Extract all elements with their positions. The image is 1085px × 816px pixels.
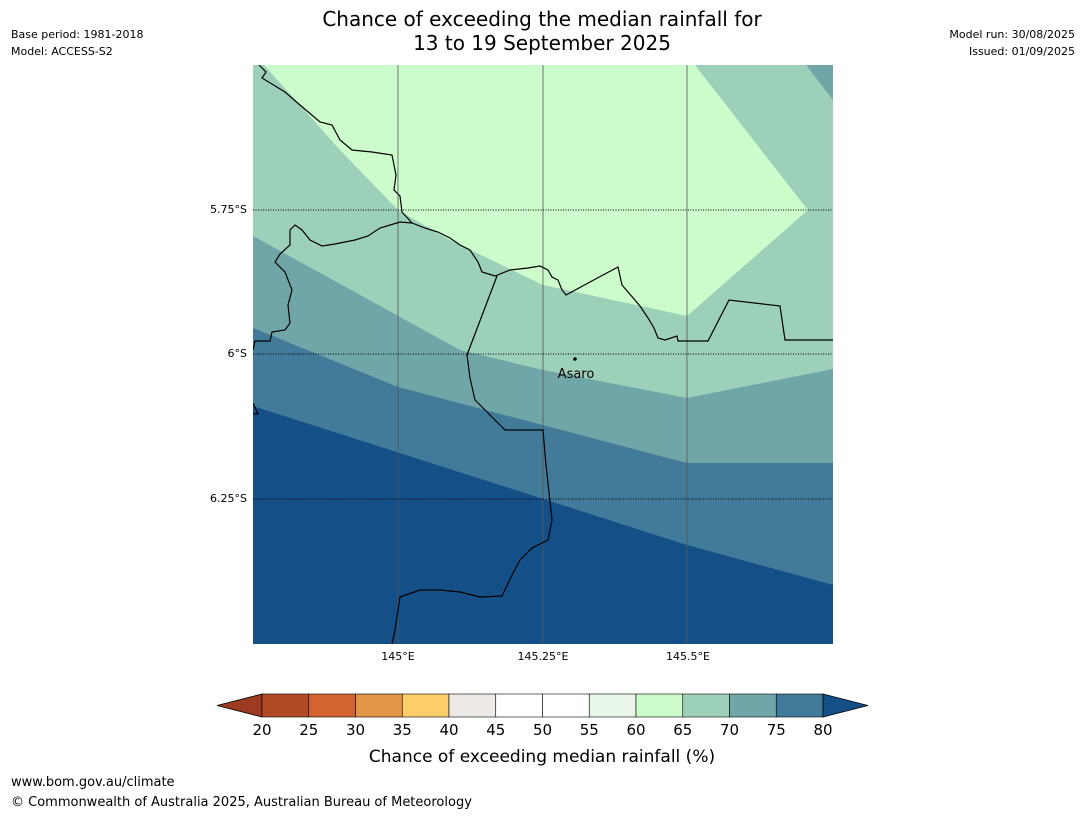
colorbar-tick-label: 75 (767, 721, 786, 739)
colorbar-tick-label: 65 (673, 721, 692, 739)
asaro-label: Asaro (558, 367, 595, 382)
lat-label-6-25: 6.25°S (210, 492, 247, 505)
lon-label-145: 145°E (381, 650, 414, 663)
issued-text: Issued: 01/09/2025 (968, 45, 1075, 58)
boundary-internal (391, 275, 553, 644)
lon-label-145-5: 145.5°E (666, 650, 710, 663)
colorbar-cell (401, 693, 450, 718)
colorbar-tick-label: 35 (393, 721, 412, 739)
lon-label-145-25: 145.25°E (518, 650, 569, 663)
model-text: Model: ACCESS-S2 (11, 45, 113, 58)
colorbar-tick-label: 30 (346, 721, 365, 739)
colorbar-tick-label: 80 (813, 721, 832, 739)
colorbar-tick-label: 55 (580, 721, 599, 739)
boundary-north (253, 65, 414, 351)
colorbar-over-arrow (822, 693, 869, 718)
boundary-west (253, 402, 259, 415)
band-60-65 (264, 65, 808, 316)
lon-labels: 145°E 145.25°E 145.5°E (381, 650, 710, 663)
band-65-70-ne (695, 65, 833, 210)
colorbar-cell (261, 693, 310, 718)
lat-label-6: 6°S (228, 347, 247, 360)
colorbar-tick-label: 60 (626, 721, 645, 739)
map-title: Chance of exceeding the median rainfall … (242, 7, 842, 55)
footer-copyright: © Commonwealth of Australia 2025, Austra… (11, 795, 472, 810)
colorbar-cell (729, 693, 777, 718)
colorbar-tick-label: 70 (720, 721, 739, 739)
colorbar-cells (261, 693, 824, 718)
colorbar-cell (448, 693, 497, 718)
colorbar-cell (495, 693, 543, 718)
model-run-text: Model run: 30/08/2025 (949, 28, 1075, 41)
band-70-75-ne (806, 65, 833, 100)
colorbar-cell (775, 693, 824, 718)
title-line-1: Chance of exceeding the median rainfall … (322, 7, 762, 31)
colorbar-tick-label: 20 (252, 721, 271, 739)
colorbar-under-arrow (216, 693, 263, 718)
colorbar-tick-label: 25 (299, 721, 318, 739)
map-panel: Asaro (253, 65, 833, 644)
boundaries (253, 65, 833, 644)
colorbar-cell (308, 693, 356, 718)
meta-right: Model run: 30/08/2025 Issued: 01/09/2025 (949, 26, 1075, 60)
base-period-text: Base period: 1981-2018 (11, 28, 144, 41)
meta-left: Base period: 1981-2018 Model: ACCESS-S2 (11, 26, 143, 60)
lat-label-5-75: 5.75°S (210, 203, 247, 216)
colorbar-tick-label: 45 (486, 721, 505, 739)
title-line-2: 13 to 19 September 2025 (413, 31, 671, 55)
lat-labels: 5.75°S 6°S 6.25°S (210, 203, 247, 505)
asaro-marker (573, 357, 577, 361)
footer-url[interactable]: www.bom.gov.au/climate (11, 775, 175, 790)
parallels (253, 209, 833, 500)
colorbar-ticks: 20 25 30 35 40 45 50 55 60 65 70 75 80 (252, 721, 832, 739)
colorbar-cell (542, 693, 590, 718)
colorbar-cell (635, 693, 684, 718)
colorbar-label: Chance of exceeding median rainfall (%) (369, 747, 715, 767)
colorbar: 20 25 30 35 40 45 50 55 60 65 70 75 80 Chance of exc… (216, 693, 869, 767)
colorbar-cell (355, 693, 403, 718)
colorbar-cell (682, 693, 730, 718)
colorbar-cell (588, 693, 637, 718)
colorbar-tick-label: 40 (439, 721, 458, 739)
boundary-coast (411, 222, 833, 342)
colorbar-tick-label: 50 (533, 721, 552, 739)
